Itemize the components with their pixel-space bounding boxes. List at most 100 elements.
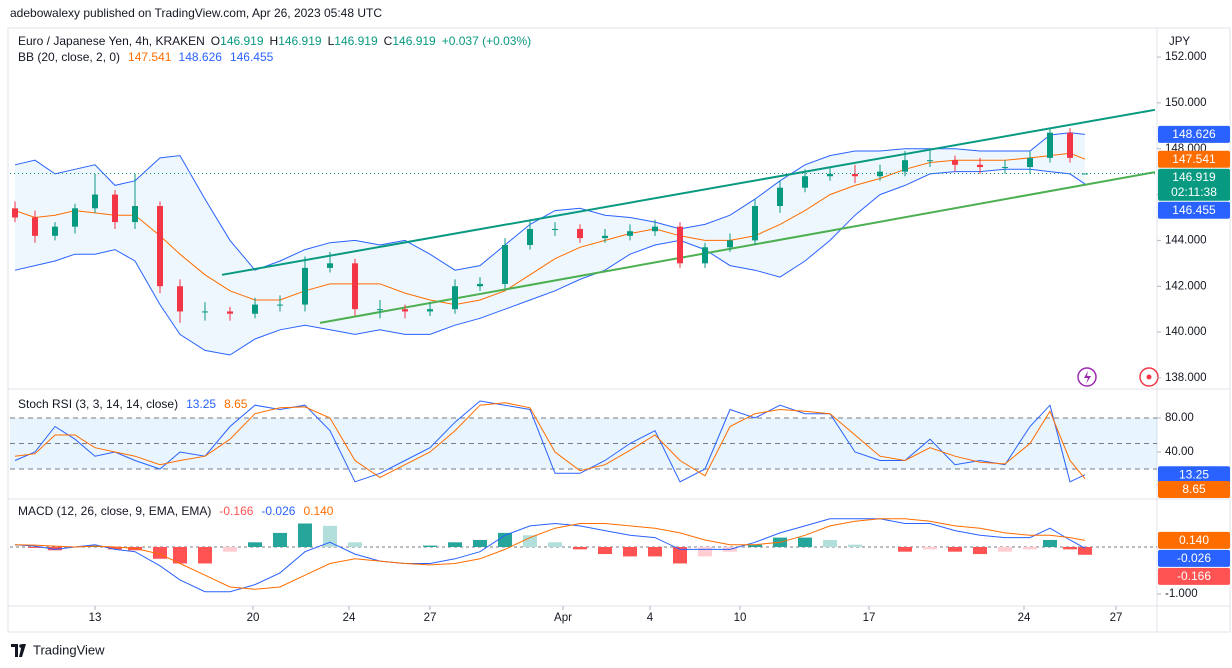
macd-hist-bar — [848, 544, 862, 548]
legend-bb: BB (20, close, 2, 0) 147.541 148.626 146.45… — [18, 50, 274, 64]
legend-macd: MACD (12, 26, close, 9, EMA, EMA) -0.166-… — [18, 504, 334, 518]
dividends-icon[interactable] — [1139, 367, 1159, 387]
macd-hist-bar — [573, 547, 587, 550]
y-tick-label: 80.00 — [1165, 412, 1194, 424]
candle-body — [277, 304, 283, 306]
macd-hist-bar — [948, 547, 962, 552]
macd-hist-bar — [698, 547, 712, 557]
candle-body — [12, 208, 18, 218]
candle-body — [502, 244, 508, 284]
candle-body — [377, 309, 383, 311]
candle-body — [952, 160, 958, 165]
candle-body — [477, 283, 483, 287]
candle-body — [227, 311, 233, 314]
x-tick-label: 10 — [734, 612, 747, 624]
ohlc-label: C — [384, 34, 393, 48]
candle-body — [1082, 173, 1088, 175]
trend-line — [221, 108, 1156, 276]
candle-body — [72, 208, 78, 227]
macd-hist-bar — [973, 547, 987, 555]
y-tick-label: 40.00 — [1165, 446, 1194, 458]
candle-body — [802, 176, 808, 188]
ohlc-value: 146.919 — [334, 34, 378, 48]
macd-line — [14, 518, 1086, 593]
candle-body — [727, 240, 733, 248]
macd-hist-bar — [348, 542, 362, 548]
x-tick-label: 17 — [863, 612, 876, 624]
ohlc-label: O — [211, 34, 220, 48]
indicator-name: MACD (12, 26, close, 9, EMA, EMA) — [18, 504, 211, 518]
macd-hist-bar — [28, 547, 42, 548]
candle-body — [157, 206, 163, 287]
macd-hist-bar — [673, 547, 687, 564]
price-badge — [1158, 201, 1230, 219]
candle-body — [902, 160, 908, 172]
stoch-line — [14, 400, 1086, 483]
candle-body — [302, 267, 308, 305]
events-icon[interactable] — [1077, 367, 1097, 387]
macd-hist-bar — [423, 545, 437, 548]
macd-hist-bar — [153, 547, 167, 559]
x-tick-label: 13 — [89, 612, 102, 624]
candle-body — [977, 164, 983, 168]
macd-hist-bar — [198, 547, 212, 564]
macd-hist-bar — [748, 544, 762, 548]
candle-body — [827, 173, 833, 177]
macd-hist-bar — [498, 532, 512, 548]
y-tick-label: 152.000 — [1165, 51, 1207, 63]
indicator-name: BB (20, close, 2, 0) — [18, 50, 120, 64]
price-badge — [1158, 549, 1230, 567]
price-badge-label: 147.541 — [1172, 152, 1216, 166]
ohlc-value: 146.919 — [278, 34, 322, 48]
macd-value: 0.140 — [303, 504, 333, 518]
macd-hist-bar — [173, 547, 187, 564]
price-badge-label: 0.140 — [1179, 533, 1209, 547]
indicator-name: Stoch RSI (3, 3, 14, 14, close) — [18, 397, 178, 411]
macd-hist-bar — [448, 542, 462, 548]
macd-hist-bar — [298, 523, 312, 548]
candle-body — [577, 228, 583, 239]
y-tick-label: -1.000 — [1165, 588, 1198, 600]
candle-body — [652, 226, 658, 232]
ohlc-label: H — [270, 34, 279, 48]
price-unit: JPY — [1169, 36, 1190, 48]
macd-hist-bar — [1043, 539, 1057, 548]
bb-line — [14, 152, 1086, 306]
bb-line — [14, 168, 1086, 356]
candle-body — [252, 304, 258, 314]
y-tick-label: 142.000 — [1165, 280, 1207, 292]
x-tick-label: 24 — [343, 612, 356, 624]
chart-frame — [7, 27, 1231, 633]
macd-hist-bar — [323, 525, 337, 548]
price-badge — [1158, 567, 1230, 585]
candle-body — [327, 263, 333, 268]
candle-body — [877, 171, 883, 177]
price-badge — [1158, 481, 1230, 498]
macd-value: -0.026 — [261, 504, 295, 518]
events-icon-bolt — [1084, 371, 1091, 384]
y-tick-label: 140.000 — [1165, 326, 1207, 338]
candle-body — [552, 228, 558, 230]
macd-hist-bar — [108, 547, 122, 550]
pane — [10, 400, 1157, 483]
macd-hist-bar — [998, 547, 1012, 552]
candle-body — [427, 309, 433, 312]
macd-hist-bar — [223, 547, 237, 552]
macd-hist-bar — [798, 537, 812, 548]
bb-value: 147.541 — [128, 50, 172, 64]
price-badge-label: 8.65 — [1182, 482, 1206, 496]
candle-body — [1067, 132, 1073, 158]
candle-body — [1027, 157, 1033, 168]
candle-body — [32, 217, 38, 236]
macd-hist-bar — [623, 547, 637, 557]
stoch-value: 13.25 — [186, 397, 216, 411]
candle-body — [1047, 132, 1053, 158]
ohlc-value: 146.919 — [220, 34, 264, 48]
x-tick-label: 27 — [424, 612, 437, 624]
candle-body — [352, 263, 358, 310]
candle-body — [852, 173, 858, 177]
macd-hist-bar — [898, 547, 912, 552]
macd-hist-bar — [648, 547, 662, 557]
bb-value: 148.626 — [179, 50, 223, 64]
price-badge-label: -0.166 — [1177, 569, 1211, 583]
